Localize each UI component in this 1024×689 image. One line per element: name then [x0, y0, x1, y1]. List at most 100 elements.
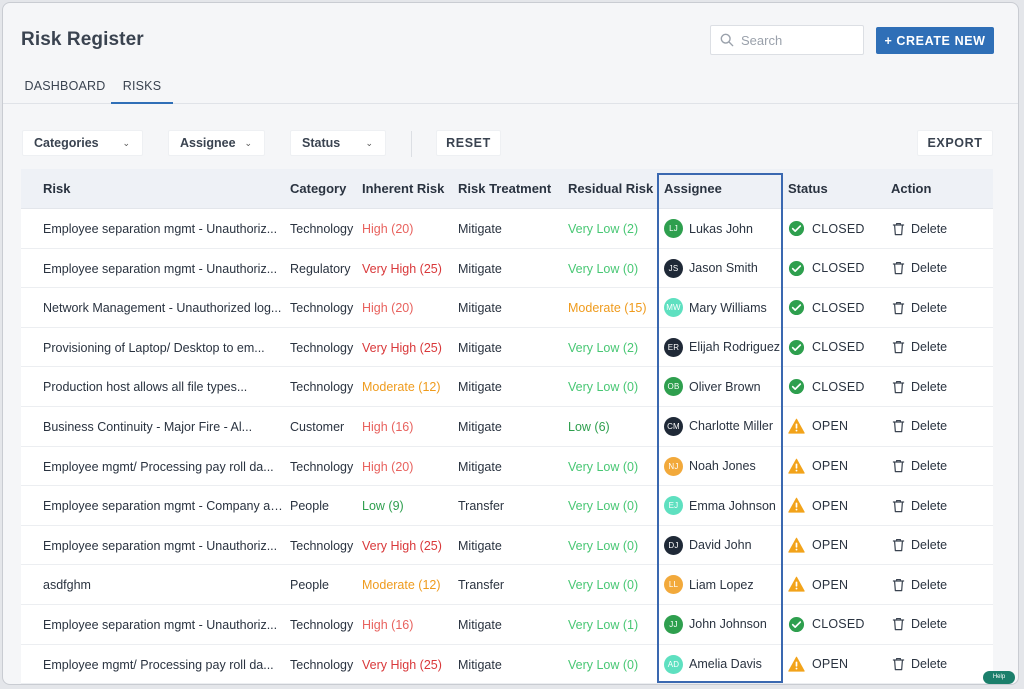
table-row[interactable]: Production host allows all file types...… [21, 367, 993, 407]
risk-title[interactable]: Network Management - Unauthorized log... [43, 288, 283, 327]
status-cell: OPEN [788, 645, 888, 684]
avatar: AD [664, 655, 683, 674]
status-badge: CLOSED [812, 249, 865, 288]
status-badge: CLOSED [812, 288, 865, 327]
check-circle-icon [788, 260, 805, 277]
risk-title[interactable]: Employee separation mgmt - Company as... [43, 486, 283, 525]
risk-category: Technology [290, 209, 354, 248]
table-row[interactable]: Business Continuity - Major Fire - Al...… [21, 407, 993, 447]
delete-button[interactable]: Delete [892, 447, 982, 486]
table-header: Risk Category Inherent Risk Risk Treatme… [21, 169, 993, 209]
trash-icon [892, 578, 905, 592]
assignee-cell: JS Jason Smith [664, 249, 792, 288]
residual-risk-level: Very Low (0) [568, 249, 656, 288]
inherent-risk-level: High (16) [362, 407, 450, 446]
risk-title[interactable]: asdfghm [43, 565, 283, 604]
table-row[interactable]: Employee separation mgmt - Unauthoriz...… [21, 605, 993, 645]
warning-icon [788, 537, 805, 554]
warning-icon [788, 497, 805, 514]
risk-treatment: Mitigate [458, 288, 558, 327]
delete-button[interactable]: Delete [892, 328, 982, 367]
delete-button[interactable]: Delete [892, 645, 982, 684]
risk-title[interactable]: Employee mgmt/ Processing pay roll da... [43, 645, 283, 684]
status-cell: OPEN [788, 407, 888, 446]
status-cell: OPEN [788, 565, 888, 604]
table-row[interactable]: Employee separation mgmt - Unauthoriz...… [21, 526, 993, 566]
assignee-name: Noah Jones [689, 447, 756, 486]
risk-category: Technology [290, 367, 354, 406]
delete-button[interactable]: Delete [892, 407, 982, 446]
export-button[interactable]: EXPORT [917, 130, 993, 156]
column-header-risk[interactable]: Risk [43, 169, 70, 209]
status-filter[interactable]: Status ⌄ [290, 130, 386, 156]
trash-icon [892, 419, 905, 433]
status-cell: CLOSED [788, 328, 888, 367]
delete-button[interactable]: Delete [892, 565, 982, 604]
trash-icon [892, 499, 905, 513]
page-title: Risk Register [21, 29, 144, 51]
risk-category: Technology [290, 328, 354, 367]
column-header-risk-treatment[interactable]: Risk Treatment [458, 169, 551, 209]
delete-button[interactable]: Delete [892, 486, 982, 525]
column-header-assignee[interactable]: Assignee [664, 169, 722, 209]
check-circle-icon [788, 220, 805, 237]
risk-treatment: Mitigate [458, 328, 558, 367]
risk-treatment: Mitigate [458, 367, 558, 406]
table-row[interactable]: Employee separation mgmt - Unauthoriz...… [21, 249, 993, 289]
residual-risk-level: Low (6) [568, 407, 656, 446]
column-header-category[interactable]: Category [290, 169, 346, 209]
delete-button[interactable]: Delete [892, 249, 982, 288]
risk-treatment: Mitigate [458, 645, 558, 684]
assignee-name: Elijah Rodriguez [689, 328, 780, 367]
reset-button[interactable]: RESET [436, 130, 501, 156]
inherent-risk-level: High (20) [362, 288, 450, 327]
risk-title[interactable]: Employee separation mgmt - Unauthoriz... [43, 209, 283, 248]
tab-risks[interactable]: RISKS [111, 71, 173, 104]
table-row[interactable]: asdfghm People Moderate (12) Transfer Very L… [21, 565, 993, 605]
inherent-risk-level: High (20) [362, 447, 450, 486]
delete-label: Delete [911, 288, 947, 327]
risk-title[interactable]: Employee mgmt/ Processing pay roll da... [43, 447, 283, 486]
delete-button[interactable]: Delete [892, 288, 982, 327]
table-row[interactable]: Network Management - Unauthorized log...… [21, 288, 993, 328]
search-box[interactable] [710, 25, 864, 55]
risk-treatment: Mitigate [458, 605, 558, 644]
risk-title[interactable]: Business Continuity - Major Fire - Al... [43, 407, 283, 446]
table-row[interactable]: Employee separation mgmt - Company as...… [21, 486, 993, 526]
create-new-button[interactable]: + CREATE NEW [876, 27, 994, 54]
table-row[interactable]: Employee mgmt/ Processing pay roll da...… [21, 645, 993, 685]
risk-title[interactable]: Provisioning of Laptop/ Desktop to em... [43, 328, 283, 367]
search-input[interactable] [741, 33, 861, 48]
categories-filter[interactable]: Categories ⌄ [22, 130, 143, 156]
delete-button[interactable]: Delete [892, 209, 982, 248]
risk-treatment: Mitigate [458, 407, 558, 446]
delete-button[interactable]: Delete [892, 605, 982, 644]
risk-category: Technology [290, 288, 354, 327]
assignee-cell: OB Oliver Brown [664, 367, 792, 406]
assignee-cell: JJ John Johnson [664, 605, 792, 644]
status-cell: CLOSED [788, 605, 888, 644]
table-row[interactable]: Provisioning of Laptop/ Desktop to em...… [21, 328, 993, 368]
assignee-cell: LJ Lukas John [664, 209, 792, 248]
help-button[interactable]: Help [983, 671, 1015, 684]
table-row[interactable]: Employee mgmt/ Processing pay roll da...… [21, 447, 993, 487]
column-header-inherent-risk[interactable]: Inherent Risk [362, 169, 444, 209]
tab-dashboard[interactable]: DASHBOARD [23, 71, 107, 104]
risk-title[interactable]: Employee separation mgmt - Unauthoriz... [43, 249, 283, 288]
column-header-residual-risk[interactable]: Residual Risk [568, 169, 653, 209]
column-header-status[interactable]: Status [788, 169, 828, 209]
assignee-filter[interactable]: Assignee ⌄ [168, 130, 265, 156]
status-cell: CLOSED [788, 209, 888, 248]
status-badge: CLOSED [812, 605, 865, 644]
risk-treatment: Mitigate [458, 447, 558, 486]
table-row[interactable]: Employee separation mgmt - Unauthoriz...… [21, 209, 993, 249]
delete-button[interactable]: Delete [892, 367, 982, 406]
assignee-name: Jason Smith [689, 249, 758, 288]
risk-title[interactable]: Employee separation mgmt - Unauthoriz... [43, 605, 283, 644]
assignee-name: Liam Lopez [689, 565, 754, 604]
avatar: NJ [664, 457, 683, 476]
risk-treatment: Transfer [458, 486, 558, 525]
delete-button[interactable]: Delete [892, 526, 982, 565]
risk-title[interactable]: Employee separation mgmt - Unauthoriz... [43, 526, 283, 565]
risk-title[interactable]: Production host allows all file types... [43, 367, 283, 406]
